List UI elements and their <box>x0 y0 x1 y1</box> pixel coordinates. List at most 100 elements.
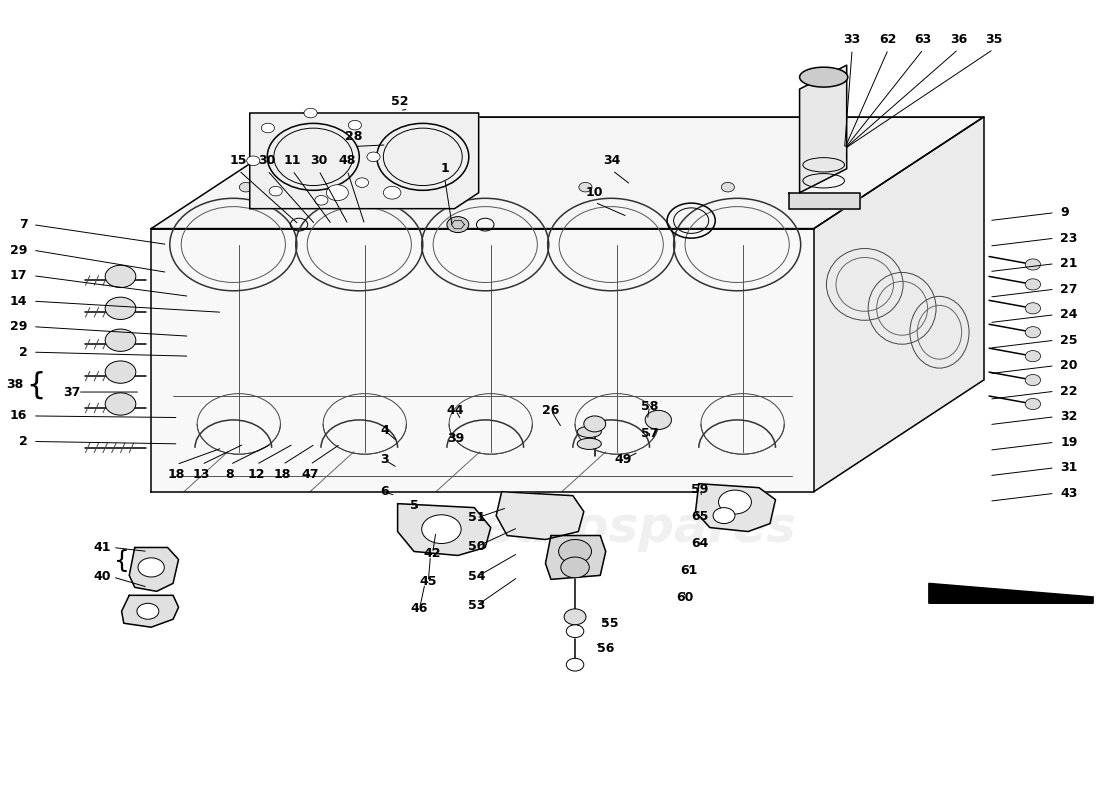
Text: 23: 23 <box>1060 232 1078 245</box>
Polygon shape <box>814 117 983 492</box>
Circle shape <box>447 217 469 233</box>
Text: 25: 25 <box>1060 334 1078 346</box>
Text: 41: 41 <box>94 541 111 554</box>
Text: 36: 36 <box>949 33 967 46</box>
Text: {: { <box>113 549 130 573</box>
Text: 47: 47 <box>301 468 319 481</box>
Circle shape <box>349 120 362 130</box>
Text: 49: 49 <box>615 454 631 466</box>
Circle shape <box>246 156 260 166</box>
Polygon shape <box>928 583 1093 603</box>
Polygon shape <box>151 229 814 492</box>
Text: 45: 45 <box>419 575 437 588</box>
Text: 3: 3 <box>381 454 388 466</box>
Circle shape <box>106 361 135 383</box>
Text: 54: 54 <box>468 570 485 583</box>
Circle shape <box>138 558 164 577</box>
Circle shape <box>566 658 584 671</box>
Text: 52: 52 <box>390 94 408 107</box>
Text: 11: 11 <box>284 154 301 167</box>
Circle shape <box>421 515 461 543</box>
Text: 42: 42 <box>424 546 441 559</box>
Text: 59: 59 <box>691 482 708 496</box>
Text: 2: 2 <box>19 435 28 448</box>
Text: 43: 43 <box>1060 486 1078 500</box>
Text: eurospares: eurospares <box>229 205 544 253</box>
Text: 29: 29 <box>10 244 28 257</box>
Text: 14: 14 <box>10 294 28 308</box>
Text: 7: 7 <box>19 218 28 231</box>
Polygon shape <box>397 504 491 555</box>
Text: 27: 27 <box>1060 282 1078 296</box>
Text: 26: 26 <box>542 404 560 417</box>
Text: 48: 48 <box>339 154 356 167</box>
Text: 24: 24 <box>1060 308 1078 321</box>
Text: 12: 12 <box>248 468 265 481</box>
Circle shape <box>1025 350 1041 362</box>
Text: 35: 35 <box>984 33 1002 46</box>
Text: 22: 22 <box>1060 385 1078 398</box>
Text: 62: 62 <box>880 33 896 46</box>
Circle shape <box>718 490 751 514</box>
Circle shape <box>304 108 317 118</box>
Circle shape <box>1025 326 1041 338</box>
Text: 31: 31 <box>1060 462 1078 474</box>
Text: 15: 15 <box>230 154 248 167</box>
Circle shape <box>384 186 400 199</box>
Text: 57: 57 <box>641 427 658 440</box>
Polygon shape <box>122 595 178 627</box>
Ellipse shape <box>578 438 602 450</box>
Text: 13: 13 <box>192 468 210 481</box>
Text: 20: 20 <box>1060 359 1078 372</box>
Text: 38: 38 <box>6 378 23 390</box>
Text: 6: 6 <box>381 485 388 498</box>
Polygon shape <box>496 492 584 539</box>
Text: 58: 58 <box>641 400 658 413</box>
Text: 30: 30 <box>310 154 328 167</box>
Text: 28: 28 <box>345 130 363 143</box>
Text: {: { <box>26 371 46 400</box>
Ellipse shape <box>800 67 848 87</box>
Text: 2: 2 <box>19 346 28 358</box>
Text: 4: 4 <box>381 424 388 437</box>
Text: 16: 16 <box>10 410 28 422</box>
Ellipse shape <box>578 426 602 438</box>
Text: 10: 10 <box>586 186 604 199</box>
Text: 30: 30 <box>258 154 276 167</box>
Text: 8: 8 <box>226 468 234 481</box>
Circle shape <box>559 539 592 563</box>
Text: 63: 63 <box>915 33 932 46</box>
Polygon shape <box>789 193 860 209</box>
Polygon shape <box>151 117 983 229</box>
Circle shape <box>106 266 135 287</box>
Text: 65: 65 <box>691 510 708 523</box>
Text: 29: 29 <box>10 320 28 333</box>
Circle shape <box>566 625 584 638</box>
Circle shape <box>1025 374 1041 386</box>
Circle shape <box>106 329 135 351</box>
Text: 56: 56 <box>597 642 615 655</box>
Circle shape <box>106 297 135 319</box>
Circle shape <box>315 195 328 205</box>
Circle shape <box>722 182 735 192</box>
Circle shape <box>327 185 349 201</box>
Circle shape <box>1025 259 1041 270</box>
Text: 32: 32 <box>1060 410 1078 423</box>
Circle shape <box>240 182 253 192</box>
Text: 18: 18 <box>167 468 185 481</box>
Text: 44: 44 <box>447 404 464 417</box>
Polygon shape <box>250 113 478 209</box>
Circle shape <box>645 410 671 430</box>
Text: 46: 46 <box>410 602 428 615</box>
Text: 60: 60 <box>675 591 693 604</box>
Text: 53: 53 <box>468 599 485 612</box>
Text: 34: 34 <box>604 154 622 167</box>
Text: 18: 18 <box>274 468 292 481</box>
Circle shape <box>270 186 283 196</box>
Circle shape <box>136 603 158 619</box>
Circle shape <box>1025 398 1041 410</box>
Text: 39: 39 <box>447 432 464 445</box>
Polygon shape <box>130 547 178 591</box>
Text: 19: 19 <box>1060 436 1078 449</box>
Text: 5: 5 <box>409 498 418 512</box>
